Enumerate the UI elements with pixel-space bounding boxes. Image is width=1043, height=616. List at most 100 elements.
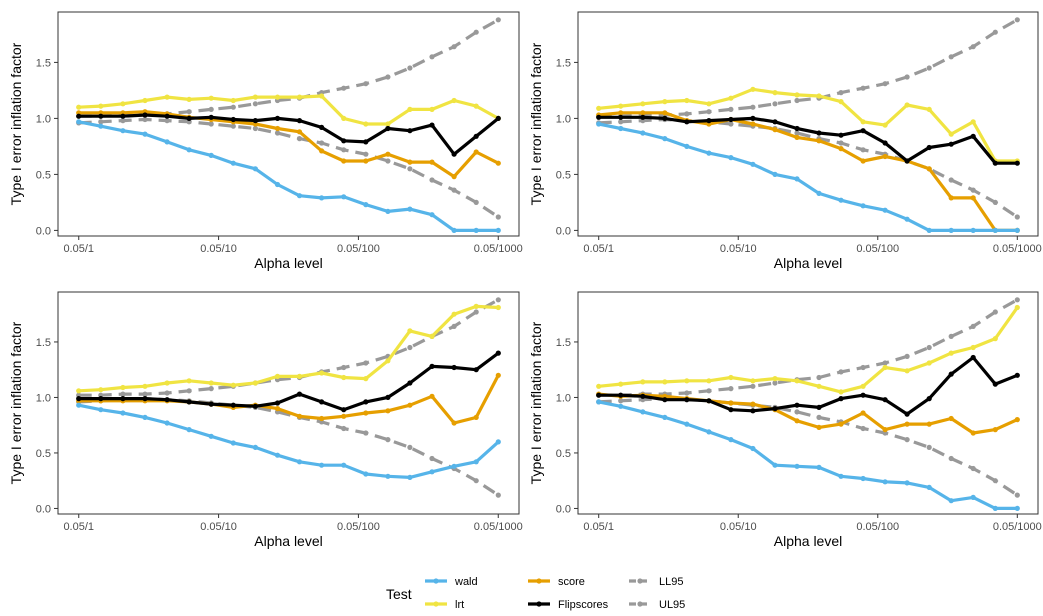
series-flip (76, 112, 501, 157)
data-point-lrt-8 (772, 376, 778, 382)
data-point-ll95-1 (618, 119, 624, 125)
data-point-ul95-5 (706, 388, 712, 394)
data-point-wald-0 (596, 121, 602, 127)
data-point-lrt-15 (407, 106, 413, 112)
data-point-score-11 (319, 148, 325, 154)
data-point-lrt-15 (926, 106, 932, 112)
data-point-score-1 (618, 110, 624, 116)
series-ll95 (76, 116, 501, 220)
data-point-flip-10 (296, 391, 303, 397)
data-point-lrt-13 (363, 121, 369, 127)
data-point-lrt-10 (296, 373, 303, 379)
data-point-wald-1 (618, 403, 624, 409)
series-line-ll95 (78, 117, 500, 219)
legend-marker-score (536, 578, 542, 584)
data-point-lrt-12 (860, 383, 866, 389)
data-point-ll95-14 (385, 158, 391, 164)
data-point-wald-10 (296, 193, 303, 199)
data-point-flip-6 (208, 401, 214, 407)
data-point-flip-12 (860, 392, 866, 398)
data-point-wald-13 (882, 207, 888, 213)
data-point-ul95-16 (948, 333, 954, 339)
data-point-score-9 (274, 406, 281, 412)
series-line-flip (598, 355, 1018, 416)
data-point-lrt-16 (429, 333, 435, 339)
data-point-score-11 (838, 421, 844, 427)
data-point-ul95-10 (816, 374, 822, 381)
data-point-lrt-7 (750, 86, 756, 92)
panel-border (57, 291, 520, 515)
data-point-lrt-11 (838, 99, 844, 105)
data-point-ul95-17 (970, 44, 976, 50)
legend-item-ul95: UL95 (629, 599, 685, 611)
data-point-score-13 (882, 153, 888, 160)
data-point-ll95-19 (1014, 214, 1020, 220)
data-point-flip-19 (1014, 160, 1020, 166)
panel-border (577, 291, 1039, 515)
data-point-lrt-6 (208, 95, 214, 101)
series-ul95 (76, 17, 501, 119)
data-point-wald-16 (948, 498, 954, 504)
data-point-score-13 (882, 427, 888, 433)
data-point-wald-1 (98, 123, 104, 129)
data-point-ul95-4 (684, 390, 690, 396)
data-point-lrt-14 (904, 102, 910, 108)
data-point-ul95-12 (341, 364, 347, 371)
data-point-ul95-7 (750, 104, 756, 110)
data-point-wald-6 (728, 437, 734, 443)
data-point-lrt-4 (684, 378, 690, 384)
series-line-lrt (78, 304, 499, 393)
data-point-ll95-17 (451, 187, 457, 193)
data-point-ul95-11 (838, 90, 844, 96)
data-point-flip-8 (252, 118, 258, 124)
data-point-score-19 (495, 372, 501, 378)
x-axis-title: Alpha level (774, 533, 843, 549)
data-point-ul95-19 (1014, 17, 1020, 23)
data-point-score-8 (772, 127, 778, 133)
data-point-flip-13 (363, 139, 369, 145)
data-point-flip-9 (794, 125, 800, 132)
data-point-ul95-6 (728, 386, 734, 392)
data-point-ul95-19 (495, 297, 501, 303)
data-point-ul95-3 (142, 391, 148, 397)
legend-title: Test (386, 586, 412, 602)
data-point-wald-10 (816, 464, 822, 470)
data-point-wald-5 (186, 147, 192, 153)
data-point-lrt-12 (341, 115, 347, 121)
data-point-flip-3 (662, 115, 668, 121)
data-point-ll95-16 (948, 455, 954, 462)
data-point-ll95-19 (1014, 492, 1020, 498)
data-point-wald-4 (164, 420, 170, 426)
panel-1: 0.0 0.5 1.0 1.5 0.05/1 0.05/10 0.05/100 0.05/10… (8, 11, 523, 271)
data-point-ul95-8 (252, 101, 258, 107)
data-point-score-6 (728, 400, 734, 406)
data-point-flip-14 (385, 125, 391, 132)
legend-marker-flip (536, 601, 542, 607)
data-point-wald-1 (618, 125, 624, 132)
data-point-lrt-2 (120, 384, 126, 391)
data-point-flip-4 (164, 397, 170, 403)
data-point-flip-6 (728, 407, 734, 413)
series-lrt (596, 304, 1020, 395)
data-point-flip-9 (794, 402, 800, 408)
data-point-ul95-13 (882, 360, 888, 366)
data-point-wald-15 (407, 206, 413, 212)
y-tick-label: 1.5 (556, 57, 571, 69)
data-point-ll95-16 (948, 177, 954, 183)
data-point-wald-17 (451, 227, 457, 233)
legend-item-flip: Flipscores (528, 599, 609, 611)
data-point-wald-0 (76, 119, 82, 125)
data-point-lrt-13 (882, 122, 888, 128)
data-point-score-14 (385, 408, 391, 414)
data-point-wald-13 (363, 202, 369, 208)
series-wald (596, 399, 1020, 511)
data-point-wald-0 (596, 399, 602, 405)
y-tick-label: 1.0 (36, 392, 51, 404)
y-tick-label: 1.5 (36, 337, 51, 349)
data-point-wald-7 (750, 445, 756, 452)
data-point-lrt-9 (274, 373, 281, 379)
data-point-lrt-0 (596, 383, 602, 389)
data-point-wald-6 (728, 155, 734, 161)
data-point-flip-16 (429, 122, 435, 128)
